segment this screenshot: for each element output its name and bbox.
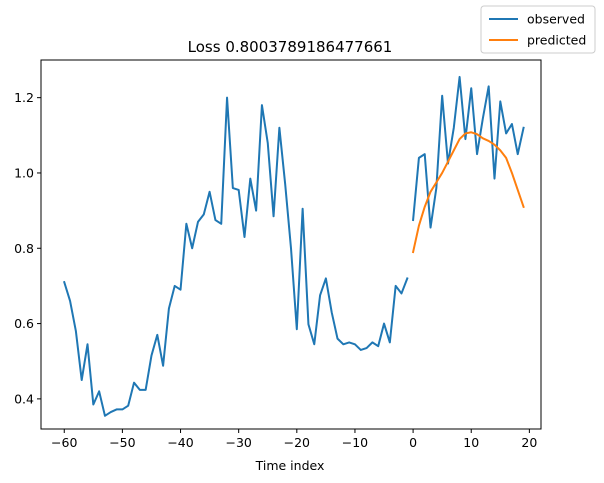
- y-tick-label: 1.0: [14, 165, 34, 180]
- legend-label-predicted: predicted: [527, 33, 586, 48]
- axes: −60 −50 −40 −30 −20 −10 0 10 20 0.4 0.6 0.8 1.0 1.2: [14, 59, 542, 450]
- x-tick-label: −20: [284, 435, 310, 450]
- series-line-predicted-2: [411, 131, 525, 254]
- x-tick-label: −30: [225, 435, 251, 450]
- x-tick-label: 20: [521, 435, 537, 450]
- x-tick-label: −60: [51, 435, 77, 450]
- x-tick-label: −40: [167, 435, 193, 450]
- legend-box: [480, 5, 596, 54]
- plot-lines: [63, 75, 525, 417]
- x-tick-label: 10: [463, 435, 479, 450]
- legend: observed predicted: [480, 5, 596, 54]
- chart-title: Loss 0.8003789186477661: [188, 38, 393, 56]
- x-axis-label: Time index: [255, 458, 325, 473]
- y-tick-label: 1.2: [14, 90, 34, 105]
- y-tick-label: 0.4: [14, 391, 34, 406]
- x-tick-label: −50: [109, 435, 135, 450]
- plot-frame: [40, 59, 542, 430]
- series-line-observed-1: [412, 75, 525, 229]
- y-tick-label: 0.6: [14, 316, 34, 331]
- legend-label-observed: observed: [527, 12, 585, 27]
- x-tick-label: 0: [409, 435, 417, 450]
- x-tick-label: −10: [342, 435, 368, 450]
- series-line-observed-0: [63, 96, 409, 417]
- y-tick-label: 0.8: [14, 241, 34, 256]
